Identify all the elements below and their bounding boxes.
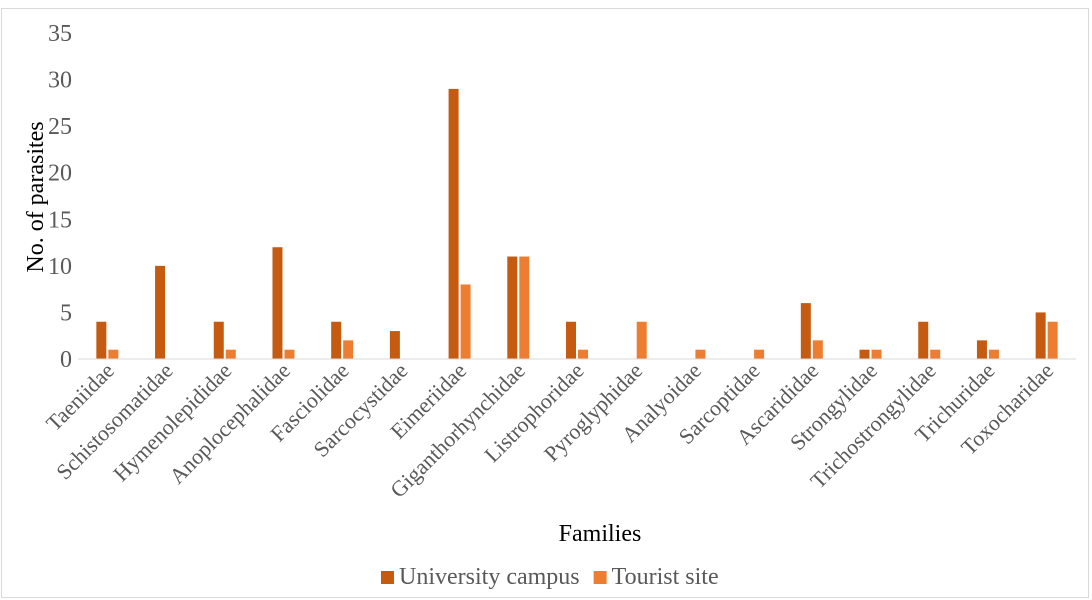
y-tick-label: 20 [48,161,72,187]
y-tick-label: 25 [48,114,72,140]
bar-tourist-site-hymenolepididae [225,349,236,359]
bar-tourist-site-anoplocephalidae [284,349,295,359]
bar-tourist-site-fasciolidae [343,340,354,359]
bar-university-campus-strongylidae [859,349,870,359]
bar-tourist-site-sarcoptidae [754,349,765,359]
bar-tourist-site-pyroglyphidae [636,321,647,359]
y-axis-title: No. of parasites [23,121,49,272]
bar-tourist-site-taeniidae [108,349,119,359]
bar-university-campus-schistosomatidae [155,265,166,359]
bar-university-campus-toxocharidae [1035,312,1046,359]
bar-university-campus-trichuridae [976,340,987,359]
bars [96,88,1058,359]
bar-tourist-site-ascarididae [812,340,823,359]
bar-tourist-site-listrophoridae [578,349,588,359]
legend: University campus Tourist site [381,564,719,590]
legend-swatch [381,571,394,584]
x-axis-title: Families [559,521,642,547]
bar-university-campus-sarcocystidae [389,331,400,359]
legend-label: University campus [399,564,580,590]
bar-tourist-site-analyoidae [695,349,706,359]
y-tick-label: 5 [60,300,72,326]
bar-university-campus-eimeriidae [448,88,459,359]
bar-tourist-site-trichostrongylidae [930,349,941,359]
bar-tourist-site-trichuridae [988,349,999,359]
legend-label: Tourist site [612,564,719,590]
y-tick-label: 10 [48,254,72,280]
y-tick-label: 35 [48,21,72,47]
bar-university-campus-anoplocephalidae [272,247,283,359]
bar-tourist-site-strongylidae [871,349,882,359]
chart-frame [1,8,1089,598]
bar-tourist-site-toxocharidae [1047,321,1058,359]
bar-university-campus-trichostrongylidae [918,321,929,359]
bar-university-campus-fasciolidae [331,321,342,359]
y-tick-label: 0 [60,347,72,373]
y-axis-ticks: 0 5 10 15 20 25 30 35 [48,21,72,373]
bar-tourist-site-giganthorhynchidae [519,256,530,359]
bar-university-campus-listrophoridae [566,321,576,359]
x-axis-ticks: TaeniidaeSchistosomatidaeHymenolepididae… [41,358,1058,503]
y-tick-label: 30 [48,68,72,94]
bar-tourist-site-eimeriidae [460,284,471,359]
bar-university-campus-ascarididae [800,303,811,359]
bar-university-campus-giganthorhynchidae [507,256,518,359]
legend-swatch [593,571,607,584]
bar-university-campus-taeniidae [96,321,107,359]
bar-university-campus-hymenolepididae [213,321,224,359]
y-tick-label: 15 [48,207,72,233]
